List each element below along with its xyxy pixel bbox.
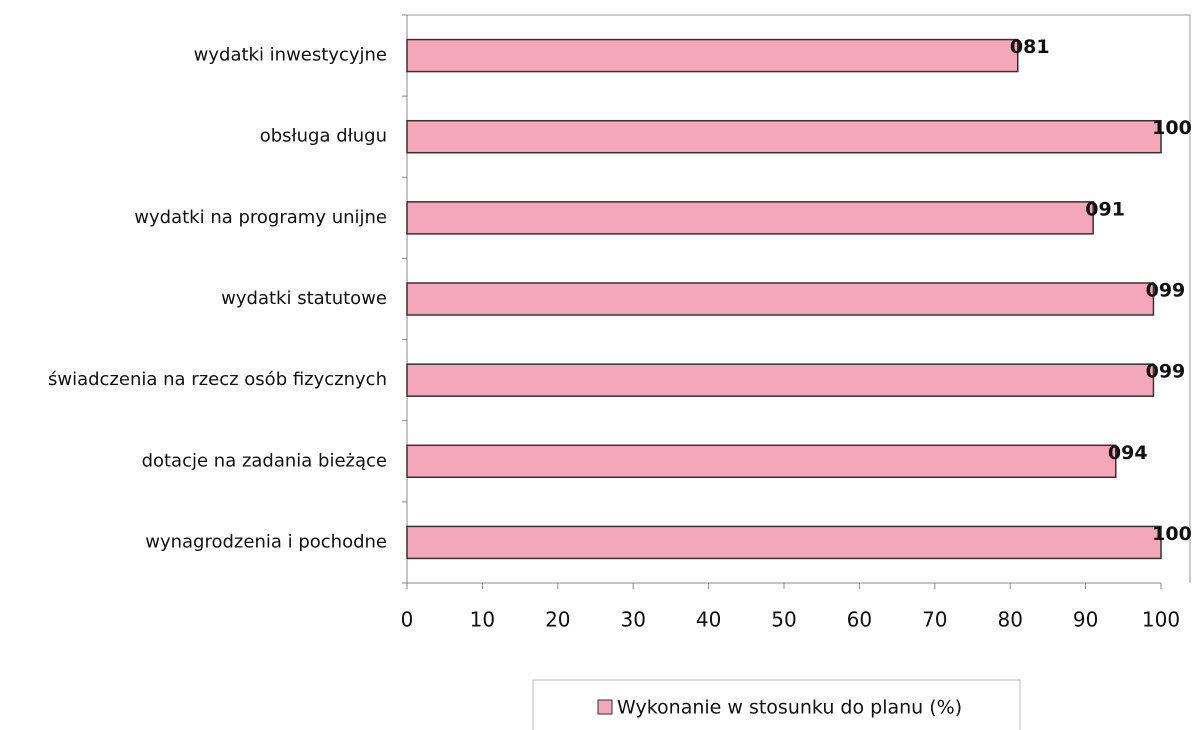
y-tick-label: obsługa długu xyxy=(260,126,387,147)
y-tick-label: wynagrodzenia i pochodne xyxy=(145,531,387,552)
y-tick-label: dotacje na zadania bieżące xyxy=(142,450,387,471)
bar xyxy=(406,444,1117,479)
value-label: 094 xyxy=(1108,442,1148,464)
x-tick-label: 100 xyxy=(1142,608,1180,632)
y-tick-label: wydatki inwestycyjne xyxy=(194,45,387,66)
x-tick-label: 40 xyxy=(696,608,721,632)
legend-swatch xyxy=(597,699,613,715)
x-tick-label: 10 xyxy=(470,608,495,632)
x-tick-label: 90 xyxy=(1073,608,1098,632)
bar xyxy=(406,38,1019,73)
bar xyxy=(406,363,1155,397)
x-tick-label: 60 xyxy=(847,608,872,632)
value-label: 081 xyxy=(1010,36,1050,58)
y-tick-label: wydatki na programy unijne xyxy=(134,207,387,228)
bar xyxy=(406,119,1162,154)
x-tick-label: 30 xyxy=(620,608,645,632)
bar xyxy=(406,282,1155,316)
value-label: 099 xyxy=(1146,361,1186,383)
x-tick-label: 0 xyxy=(401,608,414,632)
bar xyxy=(406,201,1094,235)
y-tick-label: świadczenia na rzecz osób fizycznych xyxy=(48,369,387,390)
x-tick-label: 20 xyxy=(545,608,570,632)
legend-label: Wykonanie w stosunku do planu (%) xyxy=(617,697,962,719)
bar xyxy=(406,525,1162,560)
x-tick-label: 70 xyxy=(922,608,947,632)
value-label: 091 xyxy=(1085,198,1125,220)
y-tick-label: wydatki statutowe xyxy=(221,288,387,309)
value-label: 100 xyxy=(1152,117,1192,139)
x-tick-label: 80 xyxy=(997,608,1022,632)
x-tick-label: 50 xyxy=(771,608,796,632)
value-label: 100 xyxy=(1152,523,1192,545)
legend-box xyxy=(532,679,1021,730)
value-label: 099 xyxy=(1146,280,1186,302)
